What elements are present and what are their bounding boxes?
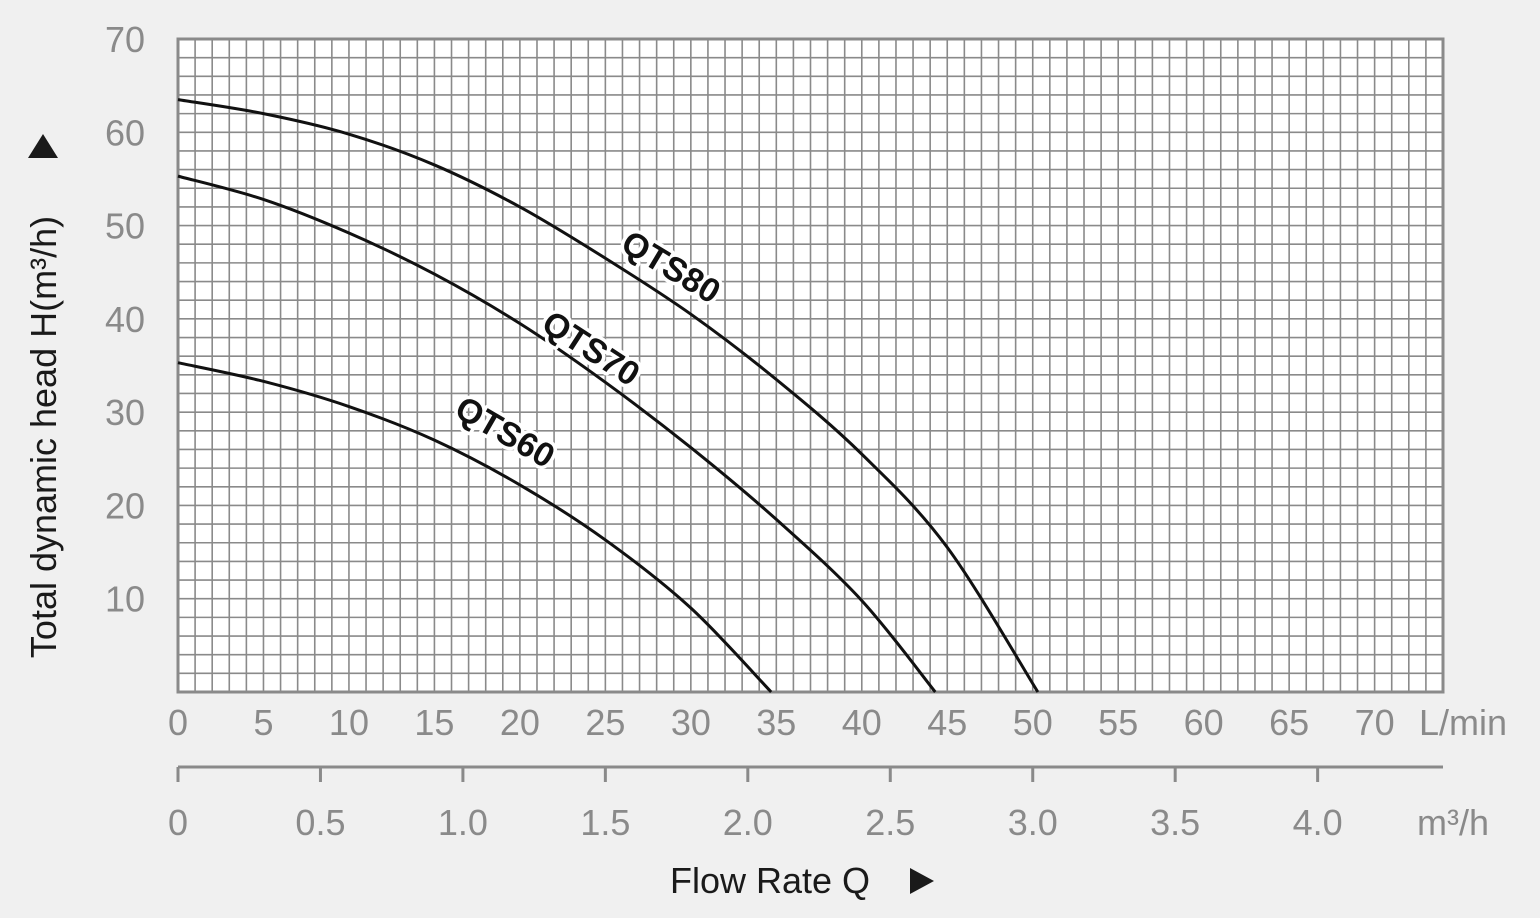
x-tick-label: 35 [756, 702, 796, 743]
y-tick-label: 20 [105, 485, 145, 526]
x-axis-title: Flow Rate Q [670, 860, 870, 901]
secondary-x-tick-label: 2.0 [723, 802, 773, 843]
y-tick-label: 10 [105, 579, 145, 620]
x-tick-label: 60 [1184, 702, 1224, 743]
x-axis-ticks: 0 5 10 15 20 25 30 35 40 45 50 55 60 65 70 [168, 702, 1395, 743]
x-tick-label: 10 [329, 702, 369, 743]
x-tick-label: 70 [1355, 702, 1395, 743]
secondary-x-tick-label: 2.5 [865, 802, 915, 843]
x-tick-label: 0 [168, 702, 188, 743]
y-tick-label: 30 [105, 392, 145, 433]
secondary-x-tick-label: 0 [168, 802, 188, 843]
secondary-x-tick-label: 3.0 [1008, 802, 1058, 843]
series-line-qts70 [177, 174, 937, 693]
secondary-x-axis-ticks: 0 0.5 1.0 1.5 2.0 2.5 3.0 3.5 4.0 [168, 767, 1343, 843]
grid-lines [178, 39, 1443, 692]
x-tick-label: 5 [253, 702, 273, 743]
x-tick-label: 65 [1269, 702, 1309, 743]
x-tick-label: 40 [842, 702, 882, 743]
y-axis-arrow-icon [28, 134, 58, 158]
secondary-x-tick-label: 4.0 [1293, 802, 1343, 843]
x-tick-label: 45 [927, 702, 967, 743]
series-line-qts60 [177, 361, 773, 694]
plot-frame [176, 37, 1445, 694]
x-axis-unit: L/min [1419, 702, 1507, 743]
secondary-x-tick-label: 0.5 [295, 802, 345, 843]
secondary-x-tick-label: 1.5 [580, 802, 630, 843]
y-axis-ticks: 10 20 30 40 50 60 70 [105, 19, 145, 620]
x-tick-label: 25 [585, 702, 625, 743]
x-axis-arrow-icon [910, 868, 934, 894]
x-tick-label: 55 [1098, 702, 1138, 743]
x-tick-label: 15 [414, 702, 454, 743]
x-tick-label: 50 [1013, 702, 1053, 743]
x-tick-label: 20 [500, 702, 540, 743]
series-line-qts80 [177, 98, 1040, 693]
y-tick-label: 40 [105, 299, 145, 340]
y-tick-label: 50 [105, 206, 145, 247]
y-tick-label: 70 [105, 19, 145, 60]
y-tick-label: 60 [105, 112, 145, 153]
secondary-x-tick-label: 3.5 [1150, 802, 1200, 843]
x-tick-label: 30 [671, 702, 711, 743]
y-axis-title: Total dynamic head H(m³/h) [23, 216, 64, 658]
secondary-x-tick-label: 1.0 [438, 802, 488, 843]
series-lines [177, 98, 1040, 694]
secondary-x-axis-unit: m³/h [1417, 802, 1489, 843]
